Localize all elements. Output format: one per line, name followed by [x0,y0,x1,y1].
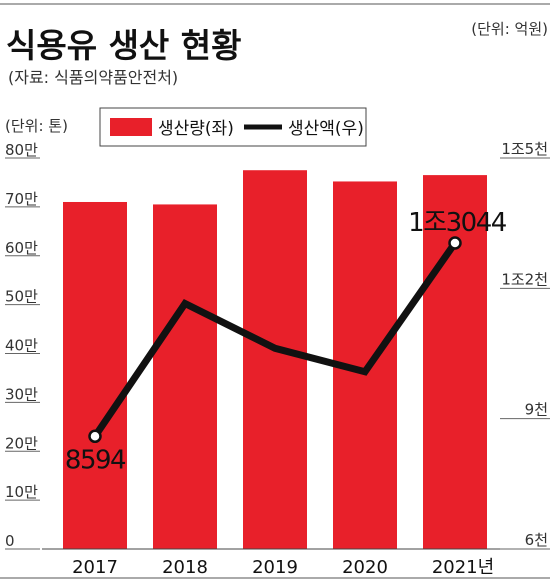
left-tick-label: 80만 [5,141,38,159]
bar [63,201,127,550]
x-tick-label: 2017 [72,557,118,578]
left-tick-label: 70만 [5,190,38,208]
right-tick-label: 6천 [525,531,548,549]
left-tick-label: 40만 [5,337,38,355]
legend-line-label: 생산액(우) [288,119,364,139]
line-marker [88,429,102,444]
left-tick-label: 30만 [5,385,38,403]
left-tick-label: 0 [5,532,15,550]
x-tick-label: 2021년 [432,557,494,578]
x-tick-label: 2018 [162,557,208,578]
line-marker [448,236,462,250]
right-tick-label: 9천 [525,401,548,419]
legend-box [99,107,367,147]
right-axis: 6천 9천 1조2천 1조5천 [500,140,550,550]
bar [153,204,217,549]
x-axis: 2017 2018 2019 2020 2021년 [72,557,494,578]
bar [243,170,307,549]
line-path [92,240,458,439]
data-label: 1조3044 [408,208,507,238]
legend-bar-swatch [110,118,152,136]
chart-source: (자료: 식품의약품안전처) [8,68,178,87]
left-tick-label: 50만 [5,288,38,306]
left-tick-label: 10만 [5,483,38,501]
left-axis-unit: (단위: 톤) [5,117,68,135]
left-axis: 0 10만 20만 30만 40만 50만 60만 70만 80만 [5,141,40,550]
left-tick-label: 60만 [5,239,38,257]
right-axis-unit: (단위: 억원) [471,20,548,38]
left-tick-label: 20만 [5,434,38,452]
x-tick-label: 2020 [342,557,388,578]
x-tick-label: 2019 [252,557,298,578]
legend: 생산량(좌) 생산액(우) [99,107,367,147]
line-series: 8594 1조3044 [65,208,508,475]
right-tick-label: 1조5천 [501,140,548,158]
chart-title: 식용유 생산 현황 [6,26,242,65]
legend-bar-label: 생산량(좌) [158,119,234,139]
data-label: 8594 [65,445,126,475]
right-tick-label: 1조2천 [501,270,548,288]
